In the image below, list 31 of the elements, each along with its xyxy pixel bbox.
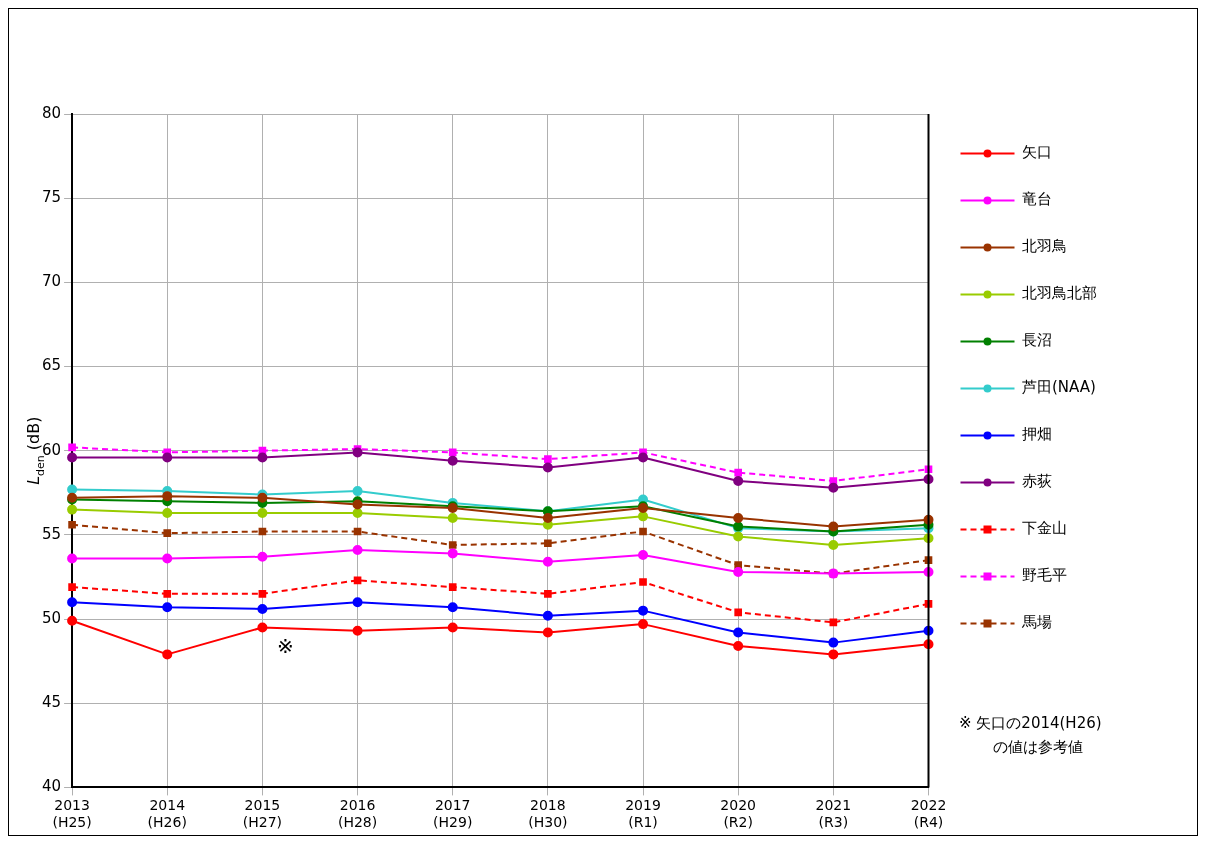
legend-label: 野毛平 [1022, 566, 1067, 585]
y-tick-label: 80 [41, 103, 62, 122]
x-tick-label: 2014 (H26) [147, 797, 187, 831]
legend-label: 矢口 [1022, 143, 1052, 162]
legend-label: 竜台 [1022, 190, 1052, 209]
legend-label: 北羽鳥 [1022, 237, 1067, 256]
x-tick-label: 2022 (R4) [910, 797, 947, 831]
legend-label: 芦田(NAA) [1022, 378, 1096, 397]
legend-label: 北羽鳥北部 [1022, 284, 1097, 303]
x-tick-label: 2017 (H29) [433, 797, 473, 831]
y-tick-label: 45 [41, 693, 62, 712]
y-tick-label: 55 [41, 524, 62, 543]
x-tick-label: 2020 (R2) [720, 797, 757, 831]
legend-label: 馬場 [1021, 613, 1052, 632]
x-tick-label: 2018 (H30) [528, 797, 568, 831]
x-tick-label: 2021 (R3) [815, 797, 852, 831]
legend-label: 押畑 [1022, 425, 1052, 444]
y-tick-label: 75 [41, 188, 62, 207]
y-tick-label: 40 [41, 777, 62, 796]
y-tick-label: 50 [41, 608, 62, 627]
legend-label: 赤荻 [1022, 472, 1052, 491]
x-tick-label: 2019 (R1) [625, 797, 661, 831]
y-tick-label: 70 [41, 272, 62, 291]
annotation: ※ [277, 634, 294, 658]
legend-label: 下金山 [1022, 519, 1067, 538]
text: ※ 矢口の2014(H26) の値は参考値 [959, 711, 1102, 759]
x-tick-label: 2016 (H28) [337, 797, 378, 831]
y-tick-label: 65 [41, 356, 62, 375]
x-tick-label: 2013 (H25) [52, 797, 92, 831]
legend-label: 長沼 [1022, 331, 1052, 350]
x-tick-label: 2015 (H27) [242, 797, 283, 831]
